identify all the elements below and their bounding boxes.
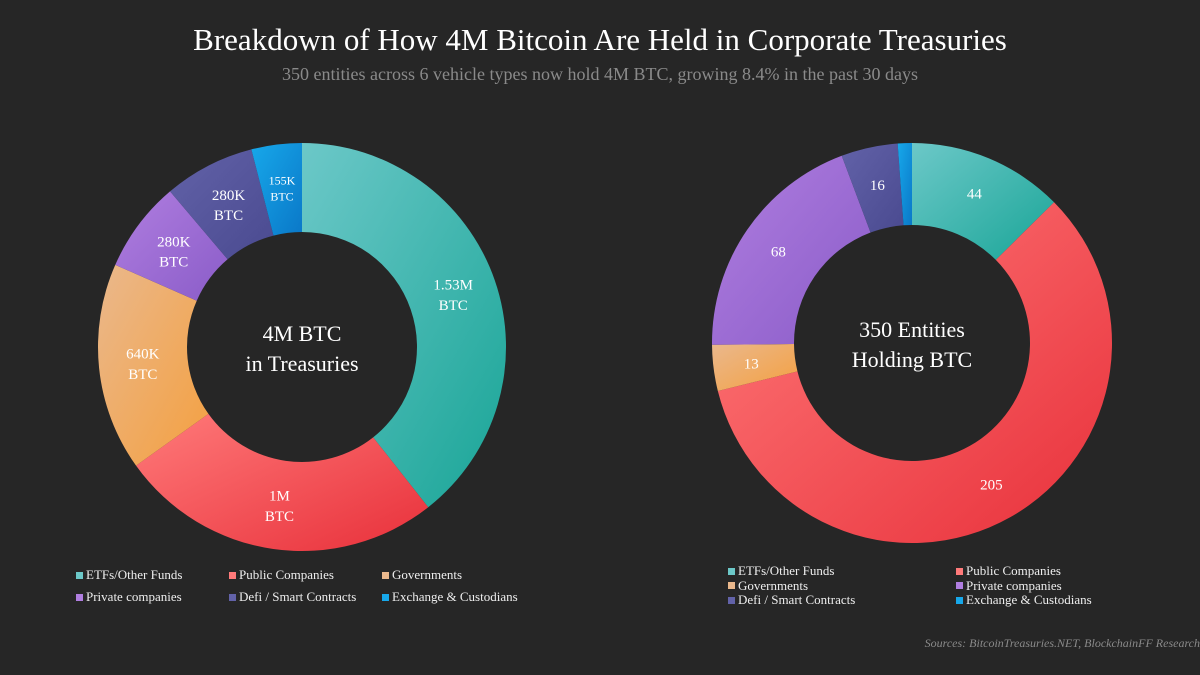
legend-item-public-companies: Public Companies (956, 563, 1061, 579)
legend-item-public-companies: Public Companies (229, 567, 334, 583)
legend-label: Public Companies (239, 567, 334, 582)
legend-label: Defi / Smart Contracts (738, 592, 856, 607)
legend-swatch (229, 571, 236, 579)
legend-label: Exchange & Custodians (966, 592, 1092, 607)
slice-governments (712, 344, 798, 391)
legend-label: Defi / Smart Contracts (239, 589, 357, 604)
legend-swatch (229, 593, 236, 601)
legend-item-exchange-custodians: Exchange & Custodians (956, 592, 1092, 608)
legend-label: Governments (392, 567, 463, 582)
legend-swatch (728, 567, 735, 575)
slice-etfs-other-funds (912, 143, 1055, 260)
legend-item-private-companies: Private companies (956, 578, 1062, 594)
slice-label-private-companies: 68 (771, 245, 786, 261)
legend-swatch (382, 571, 389, 579)
legend-label: Private companies (966, 577, 1062, 593)
legend-item-defi-smart-contracts: Defi / Smart Contracts (229, 589, 356, 605)
legend-item-governments: Governments (728, 578, 808, 594)
legend-swatch (76, 593, 83, 601)
center-label: 4M BTC in Treasuries (245, 321, 358, 376)
legend-swatch (728, 596, 735, 604)
chart-subtitle: 350 entities across 6 vehicle types now … (282, 64, 918, 84)
source-note: Sources: BitcoinTreasuries.NET, Blockcha… (924, 636, 1200, 650)
slice-public-companies (717, 202, 1112, 543)
slice-governments (98, 264, 209, 466)
chart-title: Breakdown of How 4M Bitcoin Are Held in … (193, 22, 1007, 57)
slice-label-governments: 640K BTC (126, 347, 160, 383)
legend-label: Exchange & Custodians (392, 589, 518, 604)
slice-label-exchange-custodians: 155K BTC (269, 173, 296, 203)
slice-label-public-companies: 205 (980, 478, 1003, 494)
slice-exchange-custodians (897, 143, 912, 226)
slice-label-defi-smart-contracts: 16 (870, 178, 886, 194)
legend-swatch (76, 571, 83, 579)
legend-label: ETFs/Other Funds (86, 567, 183, 582)
slice-public-companies (136, 413, 429, 552)
legend-swatch (956, 567, 963, 575)
center-label: 350 Entities Holding BTC (852, 317, 972, 372)
legend-item-etfs-other-funds: ETFs/Other Funds (76, 567, 182, 583)
legend-label: Public Companies (966, 563, 1061, 578)
legend-item-exchange-custodians: Exchange & Custodians (382, 589, 518, 605)
legend-swatch (728, 582, 735, 589)
legend-item-governments: Governments (382, 567, 462, 583)
legend-label: Private companies (86, 589, 182, 604)
legend-item-etfs-other-funds: ETFs/Other Funds (728, 563, 834, 579)
slice-exchange-custodians (251, 143, 302, 236)
legend-item-private-companies: Private companies (76, 589, 182, 605)
legend-label: Governments (738, 577, 809, 593)
slice-label-etfs-other-funds: 1.53M BTC (433, 278, 473, 314)
legend-item-defi-smart-contracts: Defi / Smart Contracts (728, 592, 855, 608)
slice-private-companies (115, 191, 228, 301)
legend-swatch (956, 582, 963, 589)
slice-private-companies (712, 155, 871, 345)
slice-label-private-companies: 280K BTC (157, 234, 191, 270)
legend-label: ETFs/Other Funds (738, 563, 835, 578)
slice-defi-smart-contracts (841, 143, 904, 233)
slice-etfs-other-funds (302, 143, 507, 508)
slice-defi-smart-contracts (170, 149, 274, 260)
slice-label-public-companies: 1M BTC (265, 489, 294, 525)
slice-label-etfs-other-funds: 44 (967, 187, 983, 203)
slice-label-governments: 13 (744, 357, 759, 373)
legend-swatch (956, 596, 963, 604)
legend-swatch (382, 593, 389, 601)
slice-label-defi-smart-contracts: 280K BTC (212, 188, 246, 224)
